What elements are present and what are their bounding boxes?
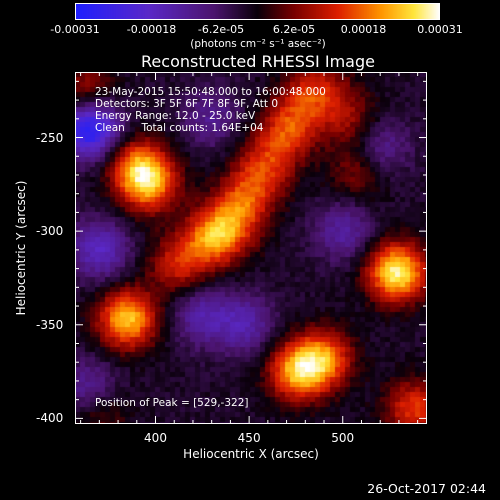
energy-range: Energy Range: 12.0 - 25.0 keV bbox=[95, 110, 256, 122]
clean-total-counts: Clean Total counts: 1.64E+04 bbox=[95, 122, 264, 134]
x-tick-label: 500 bbox=[331, 431, 355, 445]
colorbar-tick-label: 0.00031 bbox=[417, 23, 463, 36]
observation-time: 23-May-2015 15:50:48.000 to 16:00:48.000 bbox=[95, 86, 326, 98]
colorbar bbox=[75, 3, 440, 20]
colorbar-tick-label: -0.00031 bbox=[50, 23, 100, 36]
peak-position: Position of Peak = [529,-322] bbox=[95, 397, 249, 409]
detectors-info: Detectors: 3F 5F 6F 7F 8F 9F, Att 0 bbox=[95, 98, 279, 110]
x-axis-label: Heliocentric X (arcsec) bbox=[183, 447, 319, 461]
heatmap-area bbox=[75, 72, 427, 424]
y-tick-label: -300 bbox=[36, 224, 64, 239]
y-tick-label: -250 bbox=[36, 130, 64, 145]
chart-title: Reconstructed RHESSI Image bbox=[141, 52, 375, 71]
x-tick-label: 400 bbox=[144, 431, 167, 445]
y-axis-label: Heliocentric Y (arcsec) bbox=[14, 180, 28, 316]
colorbar-frame bbox=[75, 3, 440, 20]
y-tick-label: -350 bbox=[36, 317, 64, 332]
colorbar-tick-label: 0.00018 bbox=[340, 23, 387, 36]
y-tick-label: -400 bbox=[36, 411, 64, 426]
colorbar-tick-label: 6.2e-05 bbox=[272, 23, 316, 36]
colorbar-tick-label: -0.00018 bbox=[126, 23, 177, 36]
heatmap-image bbox=[75, 72, 427, 424]
plot-timestamp: 26-Oct-2017 02:44 bbox=[367, 481, 486, 496]
x-tick-label: 450 bbox=[237, 431, 261, 445]
colorbar-units: (photons cm⁻² s⁻¹ asec⁻²) bbox=[190, 38, 326, 50]
colorbar-tick-label: -6.2e-05 bbox=[197, 23, 245, 36]
